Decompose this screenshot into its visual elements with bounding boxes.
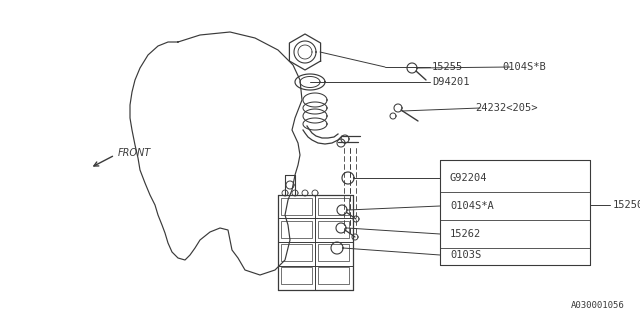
Bar bbox=[281, 244, 312, 261]
Bar bbox=[281, 267, 312, 284]
Text: 15250: 15250 bbox=[613, 200, 640, 210]
Text: 24232<205>: 24232<205> bbox=[475, 103, 538, 113]
Bar bbox=[281, 198, 312, 215]
Text: 0104S*A: 0104S*A bbox=[450, 201, 493, 211]
Bar bbox=[281, 221, 312, 238]
Text: A030001056: A030001056 bbox=[572, 301, 625, 310]
Text: 0104S*B: 0104S*B bbox=[502, 62, 546, 72]
Bar bbox=[318, 267, 349, 284]
Text: G92204: G92204 bbox=[450, 173, 488, 183]
Bar bbox=[318, 198, 349, 215]
Bar bbox=[318, 221, 349, 238]
Text: 0103S: 0103S bbox=[450, 250, 481, 260]
Text: 15255: 15255 bbox=[432, 62, 463, 72]
Bar bbox=[318, 244, 349, 261]
Text: FRONT: FRONT bbox=[118, 148, 151, 158]
Text: D94201: D94201 bbox=[432, 77, 470, 87]
Text: 15262: 15262 bbox=[450, 229, 481, 239]
